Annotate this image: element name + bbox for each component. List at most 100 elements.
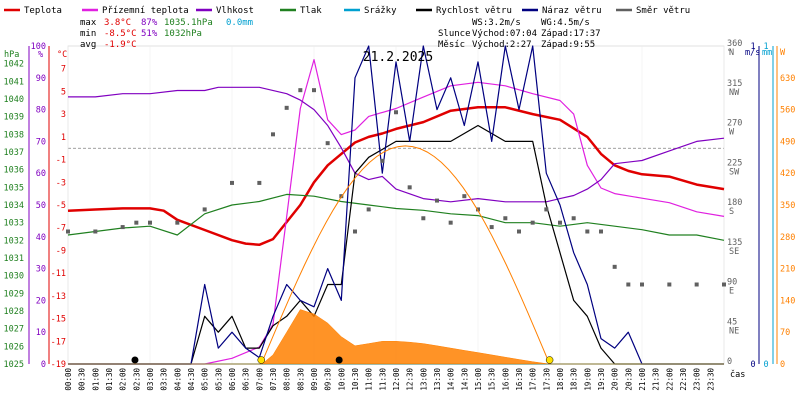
info-sun-label: Slunce [438,29,471,39]
legend-label: Tlak [300,6,322,16]
tick-label-hpa: 1027 [4,325,24,335]
series-wind-direction-point [530,220,535,225]
tick-label-time: 12:30 [406,368,415,391]
tick-label-hpa: 1035 [4,183,24,193]
tick-label-humidity: 60 [36,169,46,179]
tick-label-time: 13:30 [433,368,442,391]
tick-label-time: 14:00 [447,368,456,391]
stat-min-label: min [80,29,96,39]
tick-label-temperature: 3 [61,110,66,120]
series-tlak-line [67,193,725,241]
info-moon-rise: Východ:2:27 [472,40,532,50]
series-wind-direction-point [722,282,726,287]
tick-label-time: 09:00 [310,368,319,391]
tick-label-time: 01:30 [105,368,114,391]
series-wind-direction-point [667,282,672,287]
tick-label-time: 16:00 [501,368,510,391]
sun-elevation-arc [260,145,551,365]
series-wind-direction-point [230,180,234,185]
info-moon-label: Měsíc [438,40,465,50]
series-wind-direction-point [353,229,357,234]
series-wind-direction-point [435,198,439,203]
tick-label-radiation: 280 [780,233,795,243]
stat-max-hum: 87% [141,18,158,28]
series-wind-direction-point [66,229,70,234]
tick-label-radiation: 420 [780,169,795,179]
series-wind-direction-point [448,220,453,225]
series-wind-direction-point [599,229,603,234]
series-wind-direction-point [421,216,426,221]
series-wind-direction-point [394,110,398,115]
stats-block: max 3.8°C 87% 1035.1hPa 0.0mm min -8.5°C… [80,18,253,50]
tick-label-direction-name: E [729,287,734,297]
info-sun-set: Západ:17:37 [541,29,601,39]
series-wind-direction-point [462,194,467,199]
legend-label: Vlhkost [216,6,254,16]
chart-legend: Teplota Přízemní teplota Vlhkost Tlak Srážky… [4,6,690,16]
axis-title-pct: % [38,50,43,60]
chart-marks [66,45,726,365]
tick-label-time: 18:00 [556,368,565,391]
tick-label-hpa: 1040 [4,95,24,105]
series-wind-direction-point [134,220,139,225]
tick-label-hpa: 1029 [4,289,24,299]
tick-label-time: 06:00 [228,368,237,391]
tick-label-temperature: -3 [56,178,66,188]
tick-label-time: 11:00 [365,368,374,391]
stat-max-temp: 3.8°C [104,18,131,28]
tick-label-temperature: 1 [61,133,66,143]
tick-label-temperature: 5 [61,87,66,97]
tick-label-humidity: 70 [36,137,46,147]
tick-label-direction-name: NE [729,326,739,336]
tick-label-humidity: 10 [36,328,46,338]
series-solar-radiation-area [68,309,724,365]
axis-title-mm: mm [762,48,772,58]
tick-label-time: 17:30 [542,368,551,391]
tick-label-time: 10:30 [351,368,360,391]
tick-label-time: 05:00 [201,368,210,391]
chart-axes: 1042104110401039103810371036103510341033… [4,39,796,391]
tick-label-time: 19:30 [597,368,606,391]
x-axis-title: čas [730,369,745,380]
tick-label-temperature: -11 [51,269,66,279]
axis-titles: hPa % °C ° m/s mm W čas [4,48,786,380]
tick-label-direction-name: N [729,48,734,58]
stat-max-label: max [80,18,97,28]
tick-label-time: 01:00 [91,368,100,391]
tick-label-time: 06:30 [242,368,251,391]
tick-label-time: 08:30 [296,368,305,391]
tick-label-hpa: 1028 [4,307,24,317]
tick-label-direction-deg: 225 [727,158,742,168]
tick-label-time: 02:00 [119,368,128,391]
tick-label-time: 12:00 [392,368,401,391]
series-wind-direction-point [517,229,521,234]
stat-min-press: 1032hPa [164,29,202,39]
series-wind-direction-point [312,88,316,93]
tick-label-time: 05:30 [214,368,223,391]
tick-label-time: 11:30 [378,368,387,391]
tick-label-time: 19:00 [583,368,592,391]
tick-label-time: 20:30 [624,368,633,391]
tick-label-humidity: 30 [36,265,46,275]
stat-max-press: 1035.1hPa [164,18,213,28]
tick-label-radiation: 0 [780,360,785,370]
tick-label-time: 22:30 [679,368,688,391]
info-sun-rise: Východ:07:04 [472,29,537,39]
tick-label-temperature: -19 [51,360,66,370]
axis-title-degc: °C [57,50,67,60]
tick-label-rain: 0 [763,360,768,370]
tick-label-time: 17:00 [529,368,538,391]
stat-min-temp: -8.5°C [104,29,137,39]
series-wind-direction-point [257,180,262,185]
tick-label-direction-deg: 0 [727,357,732,367]
series-wind-direction-point [298,88,303,93]
series-wind-direction-point [694,282,699,287]
series-wind-direction-point [202,207,207,212]
series-wind-direction-point [120,225,125,230]
series-wind-direction-point [476,207,480,212]
tick-label-radiation: 140 [780,296,795,306]
tick-label-time: 00:30 [78,368,87,391]
tick-label-humidity: 90 [36,74,46,84]
tick-label-temperature: -15 [51,315,66,325]
tick-label-time: 09:30 [324,368,333,391]
